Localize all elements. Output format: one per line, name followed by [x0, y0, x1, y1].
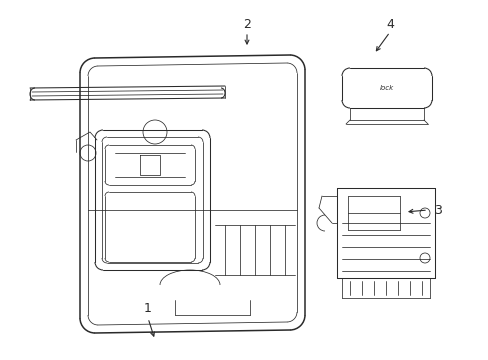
Text: lock: lock: [379, 85, 393, 91]
Text: 2: 2: [243, 18, 250, 31]
Text: 1: 1: [144, 302, 152, 315]
Text: 4: 4: [385, 18, 393, 31]
Text: 3: 3: [433, 203, 441, 216]
